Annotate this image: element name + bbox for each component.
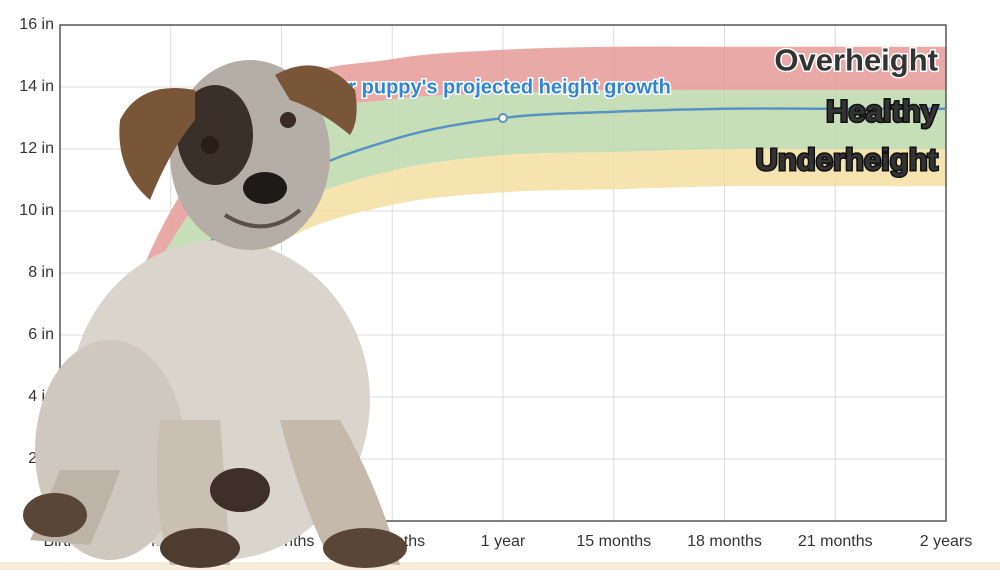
bottom-strip — [0, 562, 1000, 570]
point-marker — [498, 113, 508, 123]
plot-frame — [59, 24, 947, 522]
x-tick-label: 15 months — [576, 533, 651, 550]
line-annotation: Your puppy's projected height growth — [312, 76, 671, 98]
x-tick-label: 21 months — [798, 533, 873, 550]
y-tick-label: 14 in — [19, 78, 54, 95]
y-tick-label: 16 in — [19, 16, 54, 33]
x-tick-label: 2 years — [920, 533, 972, 550]
y-tick-label: 8 in — [28, 264, 54, 281]
y-tick-label: 12 in — [19, 140, 54, 157]
y-tick-label: 6 in — [28, 326, 54, 343]
band-label: Underheight — [755, 142, 938, 177]
puppy-photo — [23, 60, 407, 568]
band-label: Overheight — [774, 43, 938, 78]
y-tick-label: 10 in — [19, 202, 54, 219]
band-label: Healthy — [826, 94, 939, 129]
x-tick-label: 1 year — [481, 533, 526, 550]
x-tick-label: 18 months — [687, 533, 762, 550]
